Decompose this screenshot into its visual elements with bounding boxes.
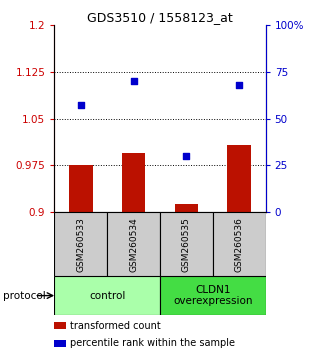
Text: GSM260534: GSM260534 bbox=[129, 217, 138, 272]
Point bbox=[78, 103, 84, 108]
Bar bbox=[54, 339, 66, 347]
Point bbox=[237, 82, 242, 88]
Bar bbox=[227, 145, 251, 212]
Bar bbox=[160, 212, 213, 276]
Text: percentile rank within the sample: percentile rank within the sample bbox=[70, 338, 235, 348]
Bar bbox=[107, 212, 160, 276]
Bar bbox=[54, 322, 66, 329]
Bar bbox=[54, 212, 107, 276]
Text: GSM260535: GSM260535 bbox=[182, 217, 191, 272]
Bar bbox=[213, 212, 266, 276]
Text: GSM260536: GSM260536 bbox=[235, 217, 244, 272]
Title: GDS3510 / 1558123_at: GDS3510 / 1558123_at bbox=[87, 11, 233, 24]
Bar bbox=[69, 165, 93, 212]
Text: control: control bbox=[89, 291, 125, 301]
Text: CLDN1
overexpression: CLDN1 overexpression bbox=[173, 285, 252, 307]
Bar bbox=[122, 153, 146, 212]
Bar bbox=[54, 276, 160, 315]
Point bbox=[184, 153, 189, 159]
Text: protocol: protocol bbox=[3, 291, 46, 301]
Text: GSM260533: GSM260533 bbox=[76, 217, 85, 272]
Point bbox=[131, 78, 136, 84]
Bar bbox=[160, 276, 266, 315]
Bar bbox=[174, 204, 198, 212]
Text: transformed count: transformed count bbox=[70, 321, 161, 331]
